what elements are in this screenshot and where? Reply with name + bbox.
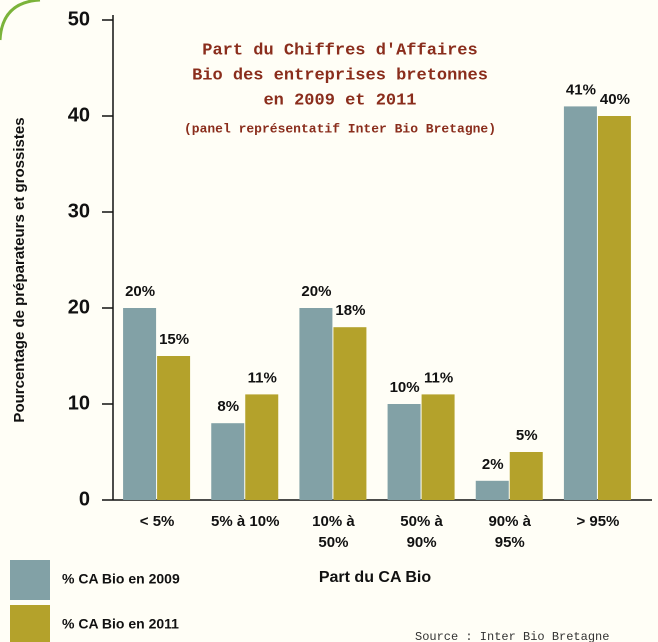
x-tick-label: 90% à 95% (488, 513, 531, 551)
bar (123, 308, 157, 500)
y-tick-label: 50 (68, 8, 90, 30)
value-label: 15% (159, 331, 189, 348)
chart-title: en 2009 et 2011 (263, 91, 416, 110)
y-tick-label: 40 (68, 104, 90, 126)
chart-subtitle: (panel représentatif Inter Bio Bretagne) (184, 121, 496, 136)
value-label: 5% (516, 427, 538, 444)
x-tick-label: 5% à 10% (211, 513, 279, 530)
chart-title: Part du Chiffres d'Affaires (202, 41, 477, 60)
y-axis-label: Pourcentage de préparateurs et grossiste… (11, 117, 28, 422)
bar (157, 356, 191, 500)
x-axis-label: Part du CA Bio (319, 569, 432, 586)
x-tick-label: 10% à 50% (312, 513, 355, 551)
value-label: 8% (217, 398, 239, 415)
y-tick-label: 10 (68, 392, 90, 414)
y-tick-label: 30 (68, 200, 90, 222)
x-tick-label: > 95% (576, 513, 619, 530)
bar (509, 452, 543, 500)
y-tick-label: 20 (68, 296, 90, 318)
legend-label: % CA Bio en 2011 (62, 616, 179, 632)
x-tick-label: 50% à 90% (400, 513, 443, 551)
bar (387, 404, 421, 500)
legend-swatch (10, 560, 50, 600)
bar (475, 480, 509, 500)
value-label: 2% (482, 456, 504, 473)
y-tick-label: 0 (79, 488, 90, 510)
chart-title: Bio des entreprises bretonnes (192, 66, 488, 85)
bar (421, 394, 455, 500)
value-label: 18% (335, 302, 365, 319)
value-label: 10% (390, 379, 420, 396)
bar (299, 308, 333, 500)
bar (211, 423, 245, 500)
value-label: 41% (566, 81, 596, 98)
value-label: 11% (424, 369, 453, 386)
legend-label: % CA Bio en 2009 (62, 571, 180, 587)
value-label: 20% (125, 283, 155, 300)
corner-border (0, 0, 41, 41)
bar (245, 394, 279, 500)
value-label: 40% (600, 91, 630, 108)
value-label: 11% (248, 369, 277, 386)
bar (333, 327, 367, 500)
bar (597, 116, 631, 500)
value-label: 20% (301, 283, 331, 300)
source: Source : Inter Bio Bretagne (415, 630, 609, 642)
x-tick-label: < 5% (140, 513, 175, 530)
legend-swatch (10, 605, 50, 642)
bar (563, 106, 597, 501)
